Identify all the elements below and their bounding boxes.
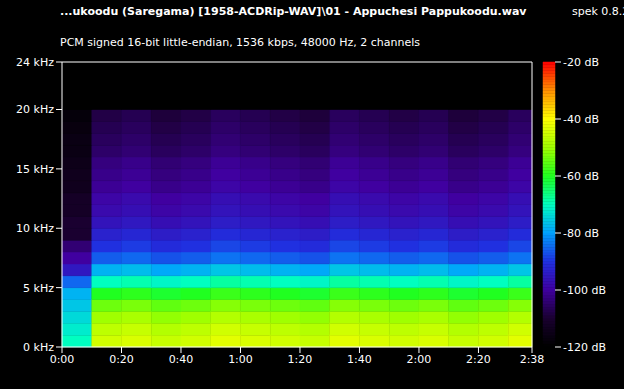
svg-text:1:00: 1:00: [228, 353, 253, 366]
svg-text:-20 dB: -20 dB: [563, 56, 599, 69]
svg-text:0 kHz: 0 kHz: [23, 341, 54, 354]
svg-text:0:40: 0:40: [169, 353, 194, 366]
svg-text:-40 dB: -40 dB: [563, 113, 599, 126]
svg-text:-120 dB: -120 dB: [563, 341, 606, 354]
html-text:...ukoodu (Saregama) [1958-ACD: ...ukoodu (Saregama) [1958-ACDRip-WAV]\0…: [60, 5, 527, 18]
html-text:PCM signed 16-bit little-endia: PCM signed 16-bit little-endian, 1536 kb…: [60, 36, 420, 49]
svg-text:5 kHz: 5 kHz: [23, 282, 54, 295]
svg-text:-60 dB: -60 dB: [563, 170, 599, 183]
svg-text:2:20: 2:20: [466, 353, 491, 366]
svg-text:2:00: 2:00: [407, 353, 432, 366]
svg-text:1:40: 1:40: [347, 353, 372, 366]
svg-text:15 kHz: 15 kHz: [16, 163, 54, 176]
svg-text:0:20: 0:20: [109, 353, 134, 366]
svg-text:0:00: 0:00: [50, 353, 75, 366]
svg-text:-80 dB: -80 dB: [563, 227, 599, 240]
svg-text:-100 dB: -100 dB: [563, 284, 606, 297]
svg-text:10 kHz: 10 kHz: [16, 222, 54, 235]
svg-text:1:20: 1:20: [288, 353, 313, 366]
svg-text:24 kHz: 24 kHz: [16, 56, 54, 69]
svg-text:2:38: 2:38: [520, 353, 545, 366]
svg-text:20 kHz: 20 kHz: [16, 103, 54, 116]
